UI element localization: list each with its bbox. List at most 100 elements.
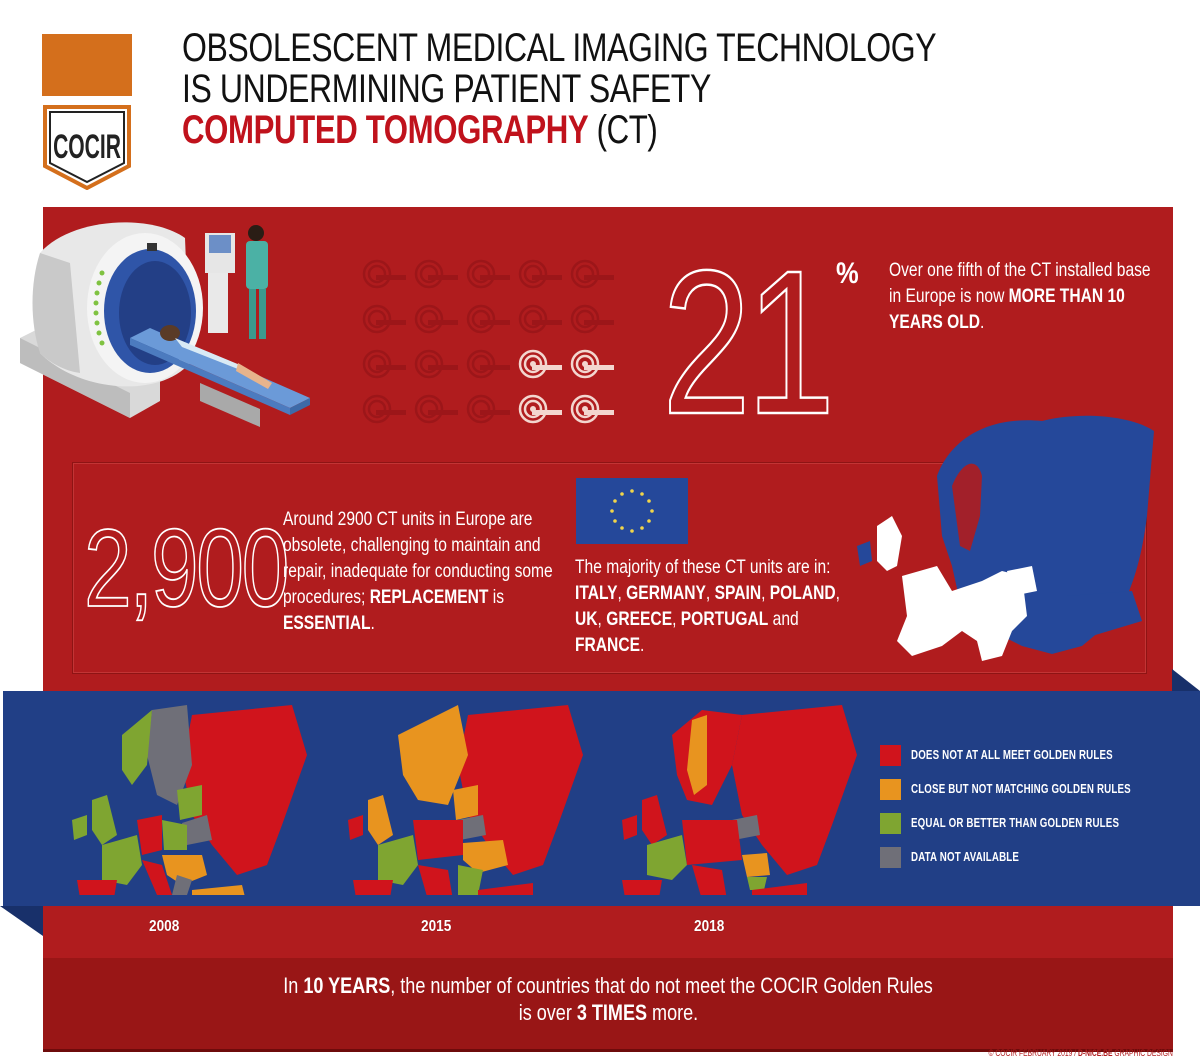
year-label-2008: 2008: [149, 918, 180, 935]
country-greece: GREECE: [606, 608, 673, 630]
year-label-2018: 2018: [694, 918, 725, 935]
legend-item-close: CLOSE BUT NOT MATCHING GOLDEN RULES: [880, 772, 1193, 806]
map-2008: [72, 705, 307, 895]
ct-scanner-icon: [466, 394, 510, 424]
period: .: [640, 634, 645, 656]
text: In: [283, 973, 304, 998]
stat-21-value: 21: [661, 228, 836, 457]
legend-item-no-data: DATA NOT AVAILABLE: [880, 840, 1193, 874]
stat-2900-text: Around 2900 CT units in Europe are obsol…: [283, 508, 553, 608]
text: , the number of countries that do not me…: [390, 973, 933, 998]
logo-orange-square: [42, 34, 132, 96]
maps-band: [0, 669, 1200, 936]
stat-21-unit: %: [836, 257, 859, 290]
title-ct-bold: COMPUTED TOMOGRAPHY: [182, 108, 589, 152]
legend-item-does-not-meet: DOES NOT AT ALL MEET GOLDEN RULES: [880, 738, 1193, 772]
country-uk: UK: [575, 608, 598, 630]
stat-2900-period: .: [370, 612, 375, 634]
ct-scanner-icon-highlighted: [570, 394, 614, 424]
ct-scanner-icon: [570, 259, 614, 289]
conclusion-line-2: is over 3 TIMES more.: [518, 999, 697, 1026]
sep: ,: [597, 608, 607, 630]
ct-scanner-icon: [466, 259, 510, 289]
title-line-1: OBSOLESCENT MEDICAL IMAGING TECHNOLOGY: [182, 26, 937, 70]
country-poland: POLAND: [769, 582, 836, 604]
stat-21-text: Over one fifth of the CT installed base …: [889, 259, 1151, 307]
credit-line: © COCIR FEBRUARY 2019 / D-NICE.BE GRAPHI…: [989, 1048, 1173, 1058]
ct-scanner-icon: [414, 394, 458, 424]
legend-label: EQUAL OR BETTER THAN GOLDEN RULES: [911, 816, 1120, 830]
stat-2900-bold-replacement: REPLACEMENT: [369, 586, 489, 608]
legend-item-equal-better: EQUAL OR BETTER THAN GOLDEN RULES: [880, 806, 1193, 840]
ct-scanner-icon: [466, 304, 510, 334]
ct-scanner-icon: [518, 304, 562, 334]
country-france: FRANCE: [575, 634, 640, 656]
europe-highlight-map: [857, 415, 1154, 661]
map-legend: DOES NOT AT ALL MEET GOLDEN RULES CLOSE …: [880, 738, 1193, 874]
country-germany: GERMANY: [626, 582, 706, 604]
majority-intro: The majority of these CT units are in:: [575, 556, 831, 578]
ct-scanner-icon-highlighted: [518, 349, 562, 379]
conclusion-strip: In 10 YEARS, the number of countries tha…: [43, 958, 1173, 1052]
text: is over: [518, 1000, 577, 1025]
conclusion-text: In 10 YEARS, the number of countries tha…: [43, 972, 1173, 1026]
majority-countries-text: The majority of these CT units are in: I…: [575, 554, 847, 658]
country-portugal: PORTUGAL: [680, 608, 769, 630]
sep: ,: [835, 582, 840, 604]
ct-scanner-illustration: [20, 222, 310, 427]
stat-2900-description: Around 2900 CT units in Europe are obsol…: [283, 506, 555, 636]
ribbon-fold-right: [1172, 669, 1200, 691]
country-spain: SPAIN: [714, 582, 762, 604]
credit-sep: /: [1072, 1048, 1079, 1058]
ct-scanner-icon: [414, 304, 458, 334]
ct-scanner-icon: [362, 259, 406, 289]
stats-inner-box: [72, 462, 1147, 674]
cocir-logo: COCIR: [42, 34, 132, 190]
legend-label: DATA NOT AVAILABLE: [911, 850, 1020, 864]
conclusion-line-1: In 10 YEARS, the number of countries tha…: [283, 972, 932, 999]
ct-scanner-icon-grid: [362, 257, 622, 432]
legend-swatch-green: [880, 812, 901, 834]
ct-scanner-icon: [362, 394, 406, 424]
page-title: OBSOLESCENT MEDICAL IMAGING TECHNOLOGY I…: [182, 28, 1125, 151]
legend-label: CLOSE BUT NOT MATCHING GOLDEN RULES: [911, 782, 1131, 796]
ct-scanner-icon: [414, 349, 458, 379]
stat-2900-bold-essential: ESSENTIAL: [283, 612, 371, 634]
stat-21-bold: MORE THAN 10 YEARS OLD: [889, 285, 1125, 333]
ct-scanner-icon: [570, 304, 614, 334]
title-line-2: IS UNDERMINING PATIENT SAFETY: [182, 67, 711, 111]
stat-2900-value: 2,900: [83, 507, 290, 630]
sep: ,: [672, 608, 681, 630]
logo-text: COCIR: [53, 127, 121, 165]
eu-flag-icon: [576, 478, 688, 544]
ct-scanner-icon: [414, 259, 458, 289]
ribbon-fold-left: [0, 906, 43, 936]
ct-scanner-icon: [362, 304, 406, 334]
sep: ,: [705, 582, 715, 604]
ct-scanner-icon-highlighted: [570, 349, 614, 379]
stat-21-period: .: [980, 311, 985, 333]
title-line-3: COMPUTED TOMOGRAPHY (CT): [182, 110, 917, 151]
sep: ,: [761, 582, 770, 604]
stat-21-description: Over one fifth of the CT installed base …: [889, 257, 1153, 335]
bold-3-times: 3 TIMES: [576, 1000, 647, 1025]
bold-10-years: 10 YEARS: [303, 973, 391, 998]
ct-scanner-icon-highlighted: [518, 394, 562, 424]
ct-scanner-icon: [466, 349, 510, 379]
sep: ,: [617, 582, 627, 604]
legend-swatch-orange: [880, 778, 901, 800]
year-label-2015: 2015: [421, 918, 452, 935]
logo-shield: COCIR: [43, 105, 131, 190]
credit-designer: D-NICE.BE: [1078, 1048, 1113, 1058]
and: and: [768, 608, 799, 630]
credit-design: GRAPHIC DESIGN: [1112, 1048, 1173, 1058]
legend-swatch-grey: [880, 846, 901, 868]
legend-label: DOES NOT AT ALL MEET GOLDEN RULES: [911, 748, 1113, 762]
credit-cocir: © COCIR FEBRUARY 2019: [988, 1048, 1073, 1058]
ct-scanner-icon: [362, 349, 406, 379]
map-2018: [622, 705, 857, 895]
country-italy: ITALY: [575, 582, 618, 604]
title-ct-suffix: (CT): [588, 108, 658, 152]
legend-swatch-red: [880, 744, 901, 766]
text: more.: [646, 1000, 698, 1025]
